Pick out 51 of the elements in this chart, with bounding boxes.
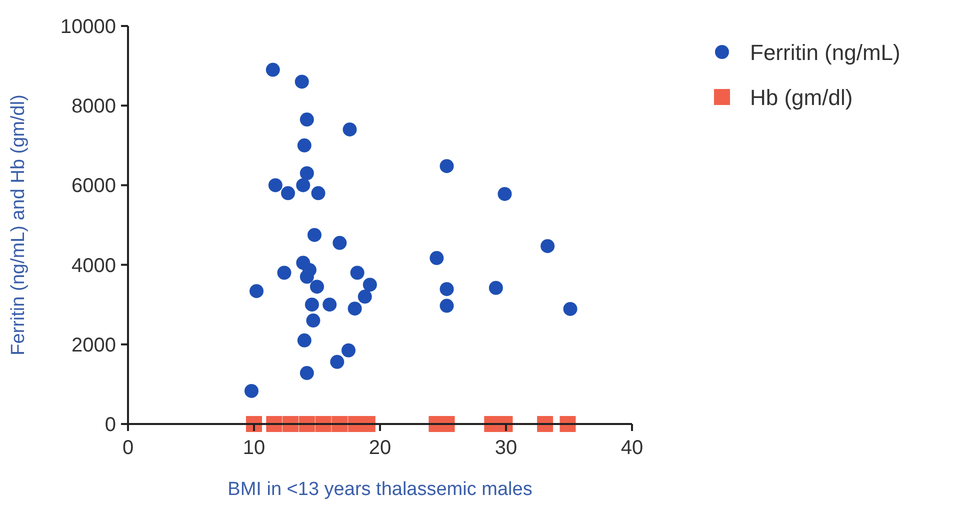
point [296, 178, 310, 192]
point [300, 366, 314, 380]
point [277, 266, 292, 280]
point [281, 186, 296, 200]
point [330, 354, 344, 369]
point [311, 186, 326, 200]
point [297, 138, 312, 152]
y-tick-label: 0 [104, 414, 116, 436]
y-tick-label: 10000 [60, 16, 116, 38]
point [440, 298, 454, 313]
legend-label: Hb (gm/dl) [750, 85, 853, 110]
point [430, 251, 444, 266]
y-axis-title: Ferritin (ng/mL) and Hb (gm/dl) [8, 94, 29, 356]
point [488, 280, 503, 295]
point [307, 228, 322, 242]
point [362, 278, 377, 292]
point [440, 159, 454, 174]
point [297, 333, 312, 348]
point [268, 178, 282, 192]
point [300, 112, 314, 127]
point [342, 122, 357, 136]
x-tick-label: 40 [620, 437, 644, 459]
point [304, 298, 319, 312]
point [358, 290, 372, 304]
x-tick-label: 30 [494, 437, 518, 459]
point [498, 186, 512, 201]
point [440, 282, 454, 296]
x-tick-label: 0 [122, 437, 134, 459]
point [294, 74, 309, 89]
point [348, 302, 362, 316]
x-tick-label: 20 [368, 437, 392, 459]
point [266, 62, 280, 77]
point [540, 239, 555, 254]
x-tick-label: 10 [242, 437, 266, 459]
point [332, 236, 347, 250]
point [350, 266, 364, 280]
point [300, 270, 314, 284]
point [300, 166, 314, 180]
y-tick-label: 4000 [72, 254, 116, 277]
legend-label: Ferritin (ng/mL) [750, 40, 900, 65]
point [310, 280, 324, 294]
x-axis-title: BMI in <13 years thalassemic males [228, 479, 532, 500]
point [306, 314, 320, 328]
y-tick-label: 2000 [72, 334, 116, 356]
point [563, 302, 578, 316]
point [244, 384, 258, 398]
point [322, 298, 337, 312]
y-tick-label: 6000 [72, 175, 116, 198]
point [342, 343, 356, 358]
point [250, 284, 264, 298]
y-tick-label: 8000 [72, 96, 116, 118]
